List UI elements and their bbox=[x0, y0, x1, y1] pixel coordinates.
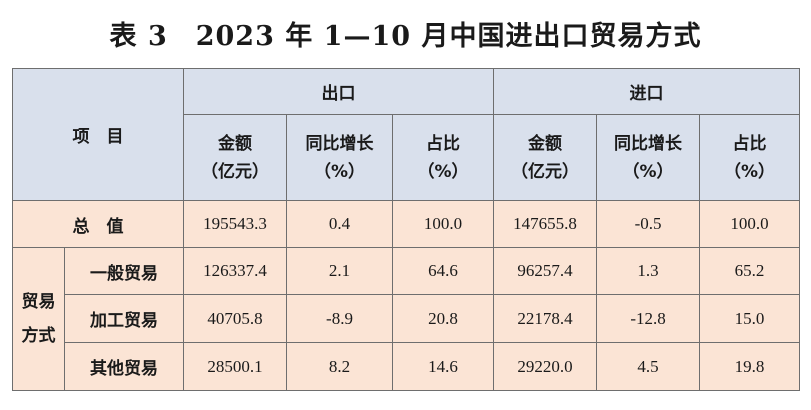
export-share: 20.8 bbox=[391, 294, 495, 343]
export-yoy: 2.1 bbox=[286, 247, 393, 295]
table-row: 加工贸易 40705.8 -8.9 20.8 22178.4 -12.8 15.… bbox=[13, 294, 801, 343]
row-label: 其他贸易 bbox=[64, 342, 184, 391]
table-row: 贸易 方式 一般贸易 126337.4 2.1 64.6 96257.4 1.3… bbox=[12, 247, 801, 391]
share-label: 占比 bbox=[732, 133, 767, 154]
import-amount: 22178.4 bbox=[493, 294, 598, 343]
row-label: 一般贸易 bbox=[64, 247, 184, 295]
export-yoy-header: 同比增长 （%） bbox=[286, 114, 393, 201]
export-amount: 40705.8 bbox=[183, 294, 287, 343]
share-unit: （%） bbox=[417, 161, 469, 182]
header-row-2: 金额 （亿元） 同比增长 （%） 占比 （%） 金额 （亿元） 同比增长 （%）… bbox=[13, 114, 801, 201]
trade-mode-group-label: 贸易 方式 bbox=[12, 247, 65, 391]
table-title: 表 3 2023 年 1—10 月中国进出口贸易方式 bbox=[109, 21, 702, 52]
import-amount: 29220.0 bbox=[493, 342, 598, 391]
import-yoy: 4.5 bbox=[596, 342, 701, 391]
share-unit: （%） bbox=[724, 161, 776, 182]
row-label: 加工贸易 bbox=[64, 294, 184, 343]
import-share: 19.8 bbox=[699, 342, 801, 391]
import-yoy: -12.8 bbox=[596, 294, 701, 343]
import-yoy-header: 同比增长 （%） bbox=[596, 114, 701, 201]
trade-table: 项 目 出口 进口 金额 （亿元） 同比增长 （%） 占比 （%） 金额 （亿元… bbox=[12, 68, 801, 391]
export-share: 64.6 bbox=[391, 247, 495, 295]
share-label: 占比 bbox=[426, 133, 461, 154]
import-yoy: 1.3 bbox=[596, 247, 701, 295]
export-amount: 126337.4 bbox=[183, 247, 287, 295]
export-amount: 28500.1 bbox=[183, 342, 287, 391]
export-share-header: 占比 （%） bbox=[391, 114, 495, 201]
export-yoy: 8.2 bbox=[286, 342, 393, 391]
export-share: 14.6 bbox=[391, 342, 495, 391]
export-header: 出口 bbox=[182, 68, 495, 115]
total-label: 总 值 bbox=[12, 200, 184, 248]
total-import-amount: 147655.8 bbox=[493, 200, 598, 248]
table-row-total: 总 值 195543.3 0.4 100.0 147655.8 -0.5 100… bbox=[12, 200, 801, 248]
export-yoy: -8.9 bbox=[286, 294, 393, 343]
yoy-unit: （%） bbox=[622, 161, 674, 182]
import-share: 65.2 bbox=[699, 247, 801, 295]
import-share: 15.0 bbox=[699, 294, 801, 343]
yoy-label: 同比增长 bbox=[305, 133, 374, 154]
total-import-share: 100.0 bbox=[699, 200, 801, 248]
yoy-label: 同比增长 bbox=[614, 133, 683, 154]
amount-label: 金额 bbox=[528, 133, 563, 154]
import-amount-header: 金额 （亿元） bbox=[493, 114, 598, 201]
amount-unit: （亿元） bbox=[511, 161, 580, 182]
amount-label: 金额 bbox=[218, 133, 252, 154]
import-header: 进口 bbox=[493, 68, 801, 115]
header-row-1: 项 目 出口 进口 bbox=[12, 68, 801, 201]
import-amount: 96257.4 bbox=[493, 247, 598, 295]
total-import-yoy: -0.5 bbox=[596, 200, 701, 248]
export-amount-header: 金额 （亿元） bbox=[183, 114, 287, 201]
item-header: 项 目 bbox=[12, 68, 184, 201]
total-export-yoy: 0.4 bbox=[286, 200, 393, 248]
yoy-unit: （%） bbox=[313, 161, 366, 182]
total-export-amount: 195543.3 bbox=[183, 200, 287, 248]
total-export-share: 100.0 bbox=[391, 200, 495, 248]
table-row: 其他贸易 28500.1 8.2 14.6 29220.0 4.5 19.8 bbox=[13, 342, 801, 391]
amount-unit: （亿元） bbox=[201, 161, 269, 182]
import-share-header: 占比 （%） bbox=[699, 114, 801, 201]
